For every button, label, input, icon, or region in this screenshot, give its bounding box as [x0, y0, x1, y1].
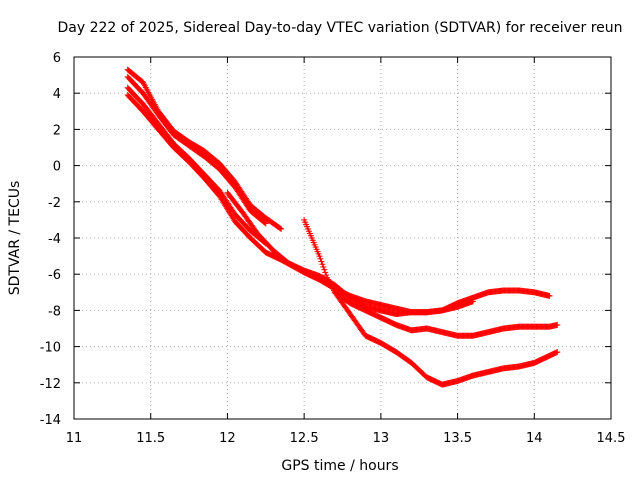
data-point	[318, 258, 325, 265]
data-point	[546, 292, 553, 299]
x-tick-label: 14	[526, 431, 543, 446]
y-tick-label: -8	[48, 304, 61, 319]
y-tick-label: -14	[40, 413, 61, 428]
data-points	[124, 66, 561, 388]
data-point	[322, 269, 329, 276]
series-satellite-5	[224, 189, 476, 318]
series-satellite-1	[124, 66, 285, 232]
y-axis-title: SDTVAR / TECUs	[7, 181, 23, 296]
x-tick-label: 13.5	[443, 431, 472, 446]
data-point	[319, 261, 326, 268]
x-axis-title: GPS time / hours	[281, 458, 398, 474]
series-satellite-4	[124, 92, 553, 316]
x-tick-label: 13	[373, 431, 390, 446]
data-point	[261, 219, 268, 226]
y-tick-label: 0	[53, 160, 61, 175]
data-point	[262, 220, 269, 227]
data-point	[320, 263, 327, 270]
data-point	[554, 321, 561, 328]
data-point	[554, 349, 561, 356]
y-tick-label: -10	[40, 341, 61, 356]
data-point	[317, 255, 324, 262]
grid	[74, 57, 611, 419]
x-tick-label: 12.5	[290, 431, 319, 446]
data-point	[321, 266, 328, 273]
y-tick-label: 2	[53, 123, 61, 138]
y-tick-label: -12	[40, 377, 61, 392]
axis-ticks: 11 11.5 12 12.5 13 13.5 14 14.5 6 4 2 0 -2 -4 -6 -8 -10 -…	[40, 51, 626, 446]
data-point	[278, 225, 285, 232]
data-point	[316, 253, 323, 260]
series-satellite-2	[124, 73, 269, 227]
data-point	[323, 272, 330, 279]
data-point	[277, 225, 284, 232]
y-tick-label: -6	[48, 268, 61, 283]
x-tick-label: 11	[66, 431, 83, 446]
x-tick-label: 14.5	[597, 431, 626, 446]
y-tick-label: 4	[53, 87, 61, 102]
y-tick-label: -2	[48, 196, 61, 211]
y-tick-label: 6	[53, 51, 61, 66]
x-tick-label: 11.5	[136, 431, 165, 446]
chart-title: Day 222 of 2025, Sidereal Day-to-day VTE…	[57, 20, 622, 36]
series-satellite-7	[331, 289, 561, 388]
series-satellite-6	[301, 216, 561, 339]
series-satellite-3	[124, 84, 269, 247]
data-point	[469, 298, 476, 305]
y-tick-label: -4	[48, 232, 61, 247]
x-tick-label: 12	[219, 431, 236, 446]
